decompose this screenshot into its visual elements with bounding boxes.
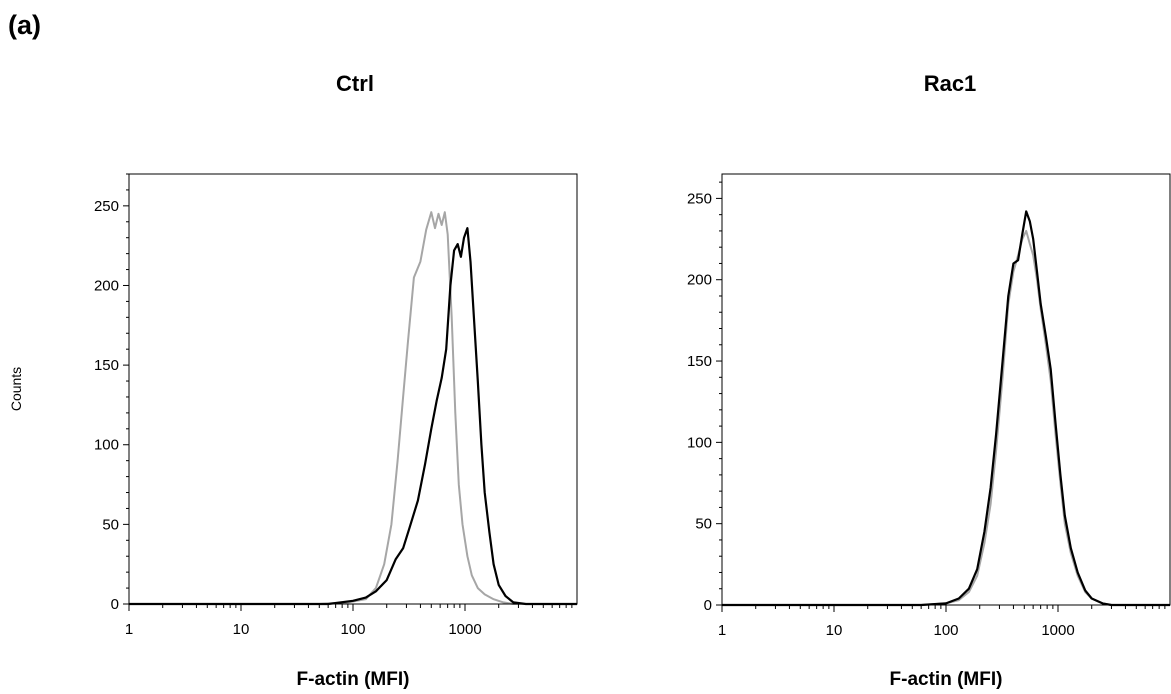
x-tick-label: 1000 [448, 621, 481, 638]
series-line-1 [722, 210, 1170, 607]
y-tick-label: 50 [695, 516, 712, 533]
y-tick-label: 250 [687, 190, 712, 207]
chart-title: Rac1 [924, 71, 977, 96]
y-tick-label: 50 [102, 516, 119, 533]
chart-ctrl: Ctrl F-actin (MFI) Counts 0 50 100 150 200 250 1 1… [8, 71, 578, 690]
y-tick-label: 100 [94, 437, 119, 454]
series-line-1 [129, 227, 577, 606]
chart-rac1: Rac1 F-actin (MFI) 0 50 100 150 200 250 1 10 100 10… [687, 71, 1171, 690]
x-axis-label: F-actin (MFI) [297, 669, 410, 690]
panel-label: (a) [8, 10, 41, 40]
y-tick-label: 100 [687, 434, 712, 451]
y-axis-label: Counts [8, 367, 24, 411]
plot-frame [721, 173, 1171, 606]
y-tick-label: 250 [94, 198, 119, 215]
x-tick-label: 100 [933, 622, 958, 639]
series-line-0 [722, 229, 1170, 606]
plot-frame [128, 173, 578, 605]
x-axis-label: F-actin (MFI) [890, 669, 1003, 690]
y-tick-label: 150 [94, 357, 119, 374]
x-tick-label: 10 [826, 622, 843, 639]
y-tick-label: 200 [687, 272, 712, 289]
x-tick-label: 1 [718, 622, 726, 639]
x-tick-label: 10 [233, 621, 250, 638]
chart-title: Ctrl [336, 71, 374, 96]
y-tick-label: 150 [687, 353, 712, 370]
x-tick-label: 100 [340, 621, 365, 638]
y-tick-label: 0 [704, 597, 712, 614]
y-tick-label: 0 [111, 596, 119, 613]
series-line-0 [129, 211, 577, 605]
x-tick-label: 1 [125, 621, 133, 638]
x-tick-label: 1000 [1041, 622, 1074, 639]
y-tick-label: 200 [94, 277, 119, 294]
